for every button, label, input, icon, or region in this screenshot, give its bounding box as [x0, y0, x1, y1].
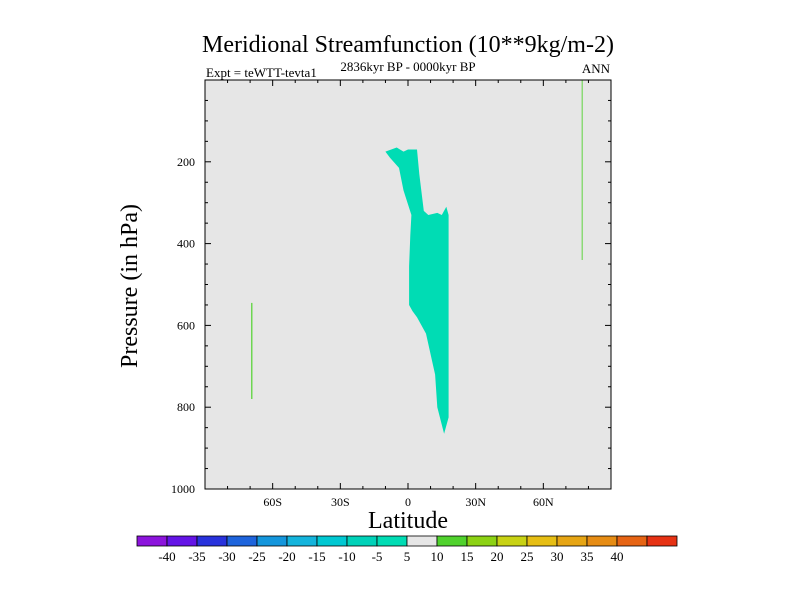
region-positive-line-south: [251, 302, 253, 399]
colorbar-label: 30: [551, 549, 564, 564]
colorbar-label: -20: [278, 549, 295, 564]
y-tick-label: 200: [177, 155, 195, 169]
colorbar: -40 -35 -30 -25 -20 -15 -10 -5 5 10 15 20 25 30 35 40: [136, 535, 678, 564]
colorbar-box: [286, 535, 318, 547]
colorbar-box: [196, 535, 228, 547]
region-positive-line-north: [581, 80, 583, 260]
plot-background: [205, 80, 611, 489]
colorbar-box: [316, 535, 348, 547]
colorbar-box: [556, 535, 588, 547]
colorbar-label: 5: [404, 549, 411, 564]
y-tick-label: 800: [177, 400, 195, 414]
colorbar-label: 40: [611, 549, 624, 564]
colorbar-label: 20: [491, 549, 504, 564]
x-tick-label: 60S: [263, 495, 282, 509]
y-tick-label: 400: [177, 237, 195, 251]
subtitle-left: Expt = teWTT-tevta1: [206, 65, 317, 80]
colorbar-label: -15: [308, 549, 325, 564]
subtitle-right: ANN: [582, 61, 611, 76]
x-axis-label: Latitude: [368, 508, 448, 534]
colorbar-label: -10: [338, 549, 355, 564]
y-axis-label: Pressure (in hPa): [117, 204, 143, 368]
colorbar-label: 10: [431, 549, 444, 564]
x-axis-ticks: 60S 30S 0 30N 60N: [227, 80, 589, 509]
colorbar-label: -30: [218, 549, 235, 564]
colorbar-box: [646, 535, 678, 547]
colorbar-box: [226, 535, 258, 547]
colorbar-box: [166, 535, 198, 547]
colorbar-label: -40: [158, 549, 175, 564]
colorbar-box: [406, 535, 438, 547]
y-tick-label: 1000: [171, 482, 195, 496]
colorbar-box: [136, 535, 168, 547]
colorbar-label: 25: [521, 549, 534, 564]
y-axis-ticks: 200 400 600 800 1000: [171, 99, 611, 496]
colorbar-label: -5: [372, 549, 383, 564]
colorbar-label: -25: [248, 549, 265, 564]
region-negative-cell: [385, 147, 449, 434]
colorbar-box: [586, 535, 618, 547]
x-tick-label: 60N: [533, 495, 554, 509]
colorbar-box: [466, 535, 498, 547]
colorbar-box: [346, 535, 378, 547]
colorbar-box: [616, 535, 648, 547]
contour-regions: [251, 80, 583, 434]
colorbar-box: [256, 535, 288, 547]
x-tick-label: 30S: [331, 495, 350, 509]
colorbar-label: -35: [188, 549, 205, 564]
y-tick-label: 600: [177, 318, 195, 332]
x-tick-label: 30N: [465, 495, 486, 509]
colorbar-box: [526, 535, 558, 547]
colorbar-label: 35: [581, 549, 594, 564]
x-tick-label: 0: [405, 495, 411, 509]
colorbar-box: [496, 535, 528, 547]
chart-title: Meridional Streamfunction (10**9kg/m-2): [202, 32, 614, 58]
subtitle-center: 2836kyr BP - 0000kyr BP: [340, 59, 475, 74]
colorbar-box: [376, 535, 408, 547]
colorbar-label: 15: [461, 549, 474, 564]
colorbar-box: [436, 535, 468, 547]
